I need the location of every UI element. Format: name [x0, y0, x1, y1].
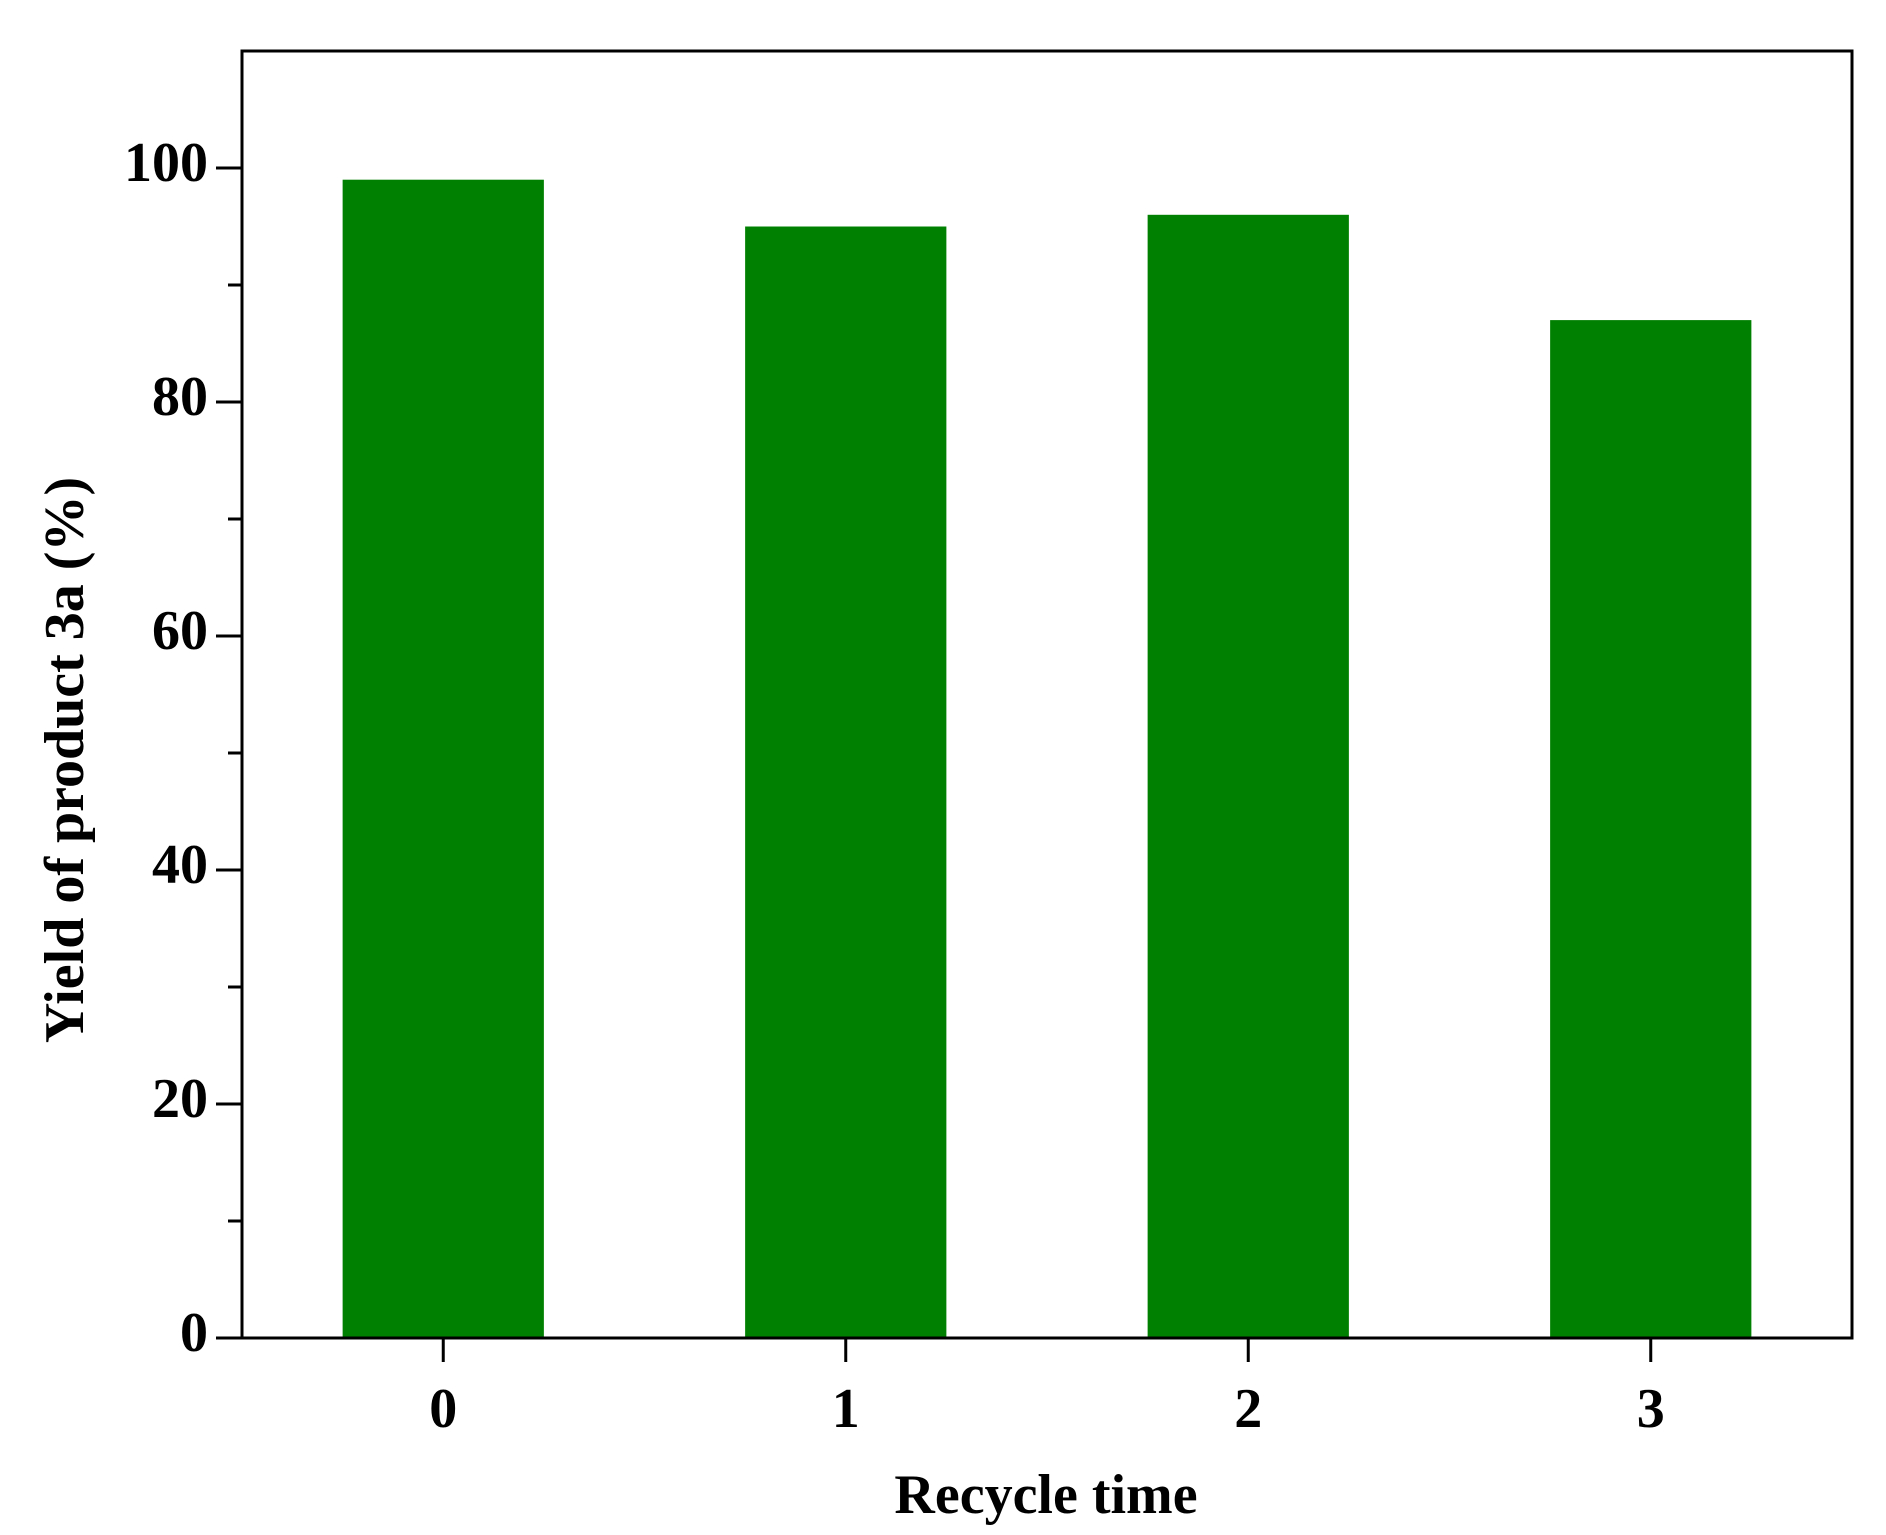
y-axis-label: Yield of product 3a (%) — [34, 477, 96, 1043]
y-tick-label: 20 — [152, 1068, 208, 1130]
x-axis-label: Recycle time — [894, 1464, 1197, 1526]
x-tick-label: 0 — [429, 1378, 457, 1440]
y-tick-label: 60 — [152, 600, 208, 662]
bar — [342, 179, 544, 1339]
y-tick-label: 100 — [124, 132, 208, 194]
y-tick-label: 80 — [152, 366, 208, 428]
plot-frame — [240, 49, 1854, 1340]
bar — [745, 226, 947, 1338]
x-tick-label: 2 — [1234, 1378, 1262, 1440]
bar — [1550, 320, 1752, 1339]
y-tick-label: 0 — [180, 1302, 208, 1364]
x-tick-label: 1 — [832, 1378, 860, 1440]
x-tick-label: 3 — [1637, 1378, 1665, 1440]
y-tick-label: 40 — [152, 834, 208, 896]
bar — [1147, 214, 1349, 1338]
